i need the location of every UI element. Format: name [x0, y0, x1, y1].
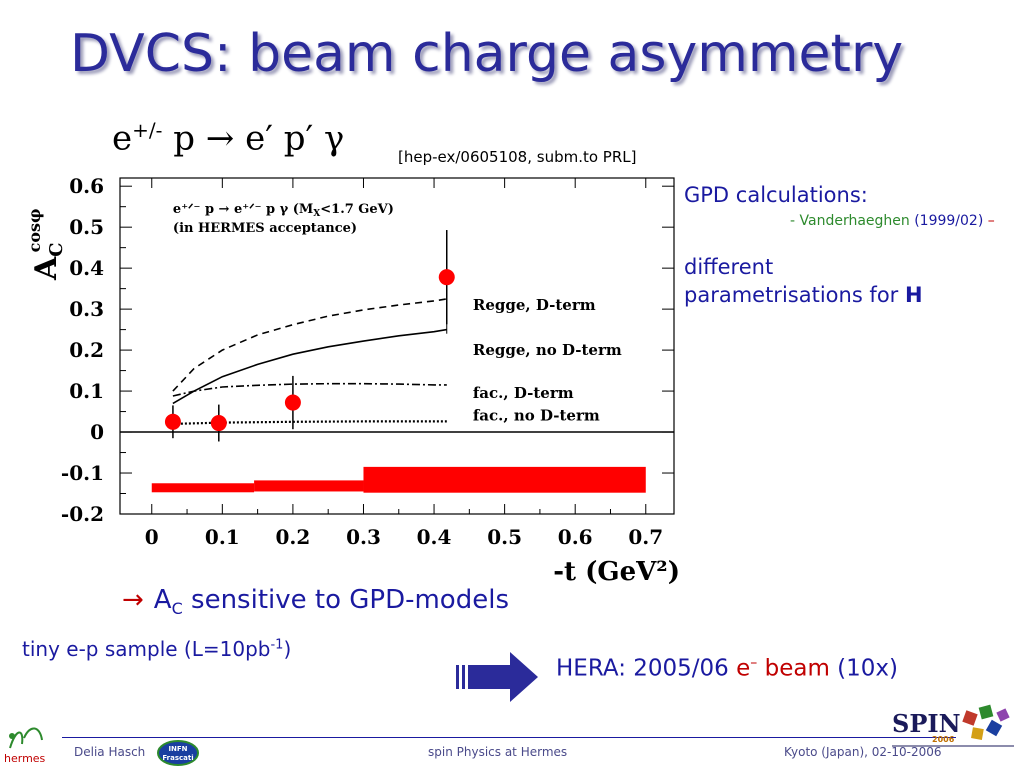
reaction-charge: +/- — [132, 118, 163, 142]
hera-prefix: HERA: 2005/06 — [556, 655, 737, 682]
sens-a: A — [153, 585, 172, 615]
hermes-logo: hermes — [4, 727, 46, 765]
x-tick-label: 0.2 — [276, 525, 311, 549]
hera-note: HERA: 2005/06 e– beam (10x) — [556, 655, 898, 682]
y-tick-label: -0.2 — [61, 502, 104, 526]
systematic-band-segment — [254, 480, 364, 492]
infn-logo: INFN Frascati — [157, 740, 199, 766]
y-axis-label: ACcosφ — [25, 208, 67, 281]
systematic-band-segment — [151, 483, 255, 493]
spin-logo-year: 2006 — [932, 735, 955, 744]
param-line2: parametrisations for — [684, 283, 905, 307]
data-point — [284, 394, 301, 411]
y-tick-label: 0 — [90, 420, 104, 444]
x-axis-label: -t (GeV²) — [553, 557, 680, 587]
y-tick-label: -0.1 — [61, 461, 104, 485]
reaction-rest: p → e′ p′ γ — [162, 118, 345, 159]
block-arrow-icon — [456, 652, 538, 702]
gpd-heading: GPD calculations: — [684, 183, 868, 207]
legend-label: Regge, no D-term — [473, 341, 622, 359]
x-tick-label: 0.7 — [628, 525, 663, 549]
hermes-logo-text: hermes — [4, 752, 46, 765]
gpd-author: - Vanderhaeghen — [790, 213, 910, 229]
sample-sup: -1 — [270, 637, 284, 653]
parametrisation-note: different parametrisations for H — [684, 253, 923, 309]
data-point — [164, 413, 181, 430]
footer-divider — [62, 737, 956, 738]
model-curve — [172, 328, 447, 405]
infn-line1: INFN — [168, 745, 187, 753]
data-point — [210, 415, 227, 432]
legend-label: fac., D-term — [473, 384, 574, 402]
x-tick-label: 0.3 — [346, 525, 381, 549]
hera-sup: – — [750, 655, 758, 671]
chart-annotation-line2: (in HERMES acceptance) — [173, 221, 357, 236]
y-tick-label: 0.1 — [69, 379, 104, 403]
sample-note: tiny e-p sample (L=10pb-1) — [22, 637, 291, 661]
x-tick-label: 0 — [145, 525, 159, 549]
spin-logo-text: SPIN — [892, 709, 961, 738]
y-tick-label: 0.6 — [69, 174, 104, 198]
x-tick-label: 0.5 — [487, 525, 522, 549]
asymmetry-chart: 0 0.1 0.2 0.3 0.4 0.5 0.6 0.7 -0.2 -0.1 0 0.1 0.2 0.3… — [25, 174, 680, 587]
sens-sub: C — [171, 599, 183, 619]
gpd-author-note: - Vanderhaeghen (1999/02) – — [790, 213, 995, 229]
hera-e: e — [736, 655, 751, 682]
model-curve — [172, 298, 447, 392]
y-tick-label: 0.5 — [69, 215, 104, 239]
x-tick-label: 0.4 — [417, 525, 452, 549]
sensitivity-bullet: → AC sensitive to GPD-models — [122, 585, 509, 618]
y-tick-label: 0.4 — [69, 256, 104, 280]
y-tick-label: 0.3 — [69, 297, 104, 321]
plot-frame — [119, 177, 675, 515]
legend-label: fac., no D-term — [473, 407, 600, 425]
gpd-years: (1999/02) — [909, 213, 984, 229]
hera-beam: beam — [757, 655, 830, 682]
slide-title: DVCS: beam charge asymmetry — [70, 24, 904, 84]
footer-title: spin Physics at Hermes — [428, 745, 568, 759]
sample-close: ) — [283, 637, 292, 661]
legend-label: Regge, D-term — [473, 296, 596, 314]
reaction-e: e — [112, 118, 133, 159]
spin-conference-logo: SPIN 2006 — [892, 704, 1014, 747]
infn-line2: Frascati — [162, 754, 193, 762]
right-arrow-icon: → — [122, 585, 144, 615]
param-symbol: H — [904, 283, 923, 307]
model-curve — [172, 382, 447, 397]
x-tick-label: 0.6 — [558, 525, 593, 549]
reaction-formula: e+/- p → e′ p′ γ — [112, 118, 344, 158]
systematic-band-segment — [363, 466, 646, 493]
chart-annotation-line1: e⁺ᐟ⁻ p → e⁺ᐟ⁻ p γ (MX<1.7 GeV) — [173, 202, 394, 219]
gpd-dash: – — [983, 213, 995, 229]
footer-date: Kyoto (Japan), 02-10-2006 — [784, 745, 942, 759]
reference-citation: [hep-ex/0605108, subm.to PRL] — [398, 148, 637, 166]
sample-text: tiny e-p sample (L=10pb — [22, 637, 271, 661]
data-point — [438, 269, 455, 286]
param-line1: different — [684, 255, 774, 279]
y-tick-label: 0.2 — [69, 338, 104, 362]
sens-text: sensitive to GPD-models — [182, 585, 509, 615]
hera-suffix: (10x) — [829, 655, 898, 682]
footer-author: Delia Hasch — [74, 745, 146, 759]
x-tick-label: 0.1 — [205, 525, 240, 549]
